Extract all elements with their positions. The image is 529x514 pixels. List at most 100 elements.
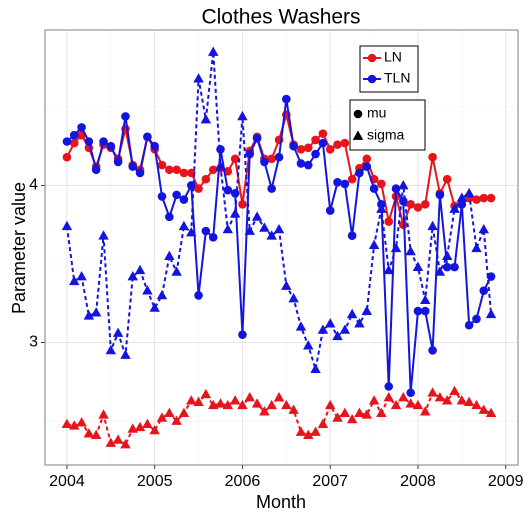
mu-point bbox=[179, 195, 189, 204]
sigma-point bbox=[164, 407, 175, 418]
sigma-point bbox=[200, 388, 212, 399]
sigma-point bbox=[186, 227, 197, 237]
sigma-point bbox=[222, 223, 234, 234]
mu-point bbox=[135, 168, 145, 178]
sigma-point bbox=[310, 426, 321, 436]
y-tick-label: 4 bbox=[29, 177, 38, 194]
mu-point bbox=[384, 217, 394, 226]
mu-point bbox=[384, 382, 394, 391]
mu-point bbox=[413, 203, 423, 212]
sigma-point bbox=[324, 399, 336, 410]
chart-title: Clothes Washers bbox=[201, 6, 360, 29]
mu-point bbox=[245, 149, 255, 159]
sigma-point bbox=[186, 395, 197, 405]
sigma-point bbox=[361, 305, 373, 315]
x-axis-title: Month bbox=[256, 492, 306, 512]
sigma-point bbox=[229, 395, 241, 405]
sigma-point bbox=[215, 161, 226, 171]
mu-point bbox=[238, 330, 247, 339]
sigma-point bbox=[310, 363, 321, 374]
mu-point bbox=[194, 291, 203, 300]
plot-background bbox=[45, 30, 518, 465]
x-tick-label: 2009 bbox=[488, 473, 524, 490]
mu-point bbox=[340, 138, 350, 148]
legend-marker bbox=[367, 74, 377, 84]
sigma-point bbox=[142, 418, 153, 429]
sigma-point bbox=[441, 250, 453, 260]
sigma-point bbox=[281, 399, 292, 410]
mu-point bbox=[99, 137, 108, 146]
sigma-point bbox=[156, 289, 168, 300]
mu-point bbox=[91, 165, 101, 175]
mu-point bbox=[274, 152, 284, 162]
mu-point bbox=[377, 179, 386, 189]
mu-point bbox=[325, 206, 335, 215]
mu-point bbox=[442, 174, 452, 184]
mu-point bbox=[311, 135, 320, 145]
sigma-point bbox=[68, 420, 80, 430]
sigma-point bbox=[200, 114, 212, 124]
sigma-point bbox=[120, 349, 131, 359]
sigma-point bbox=[178, 407, 190, 418]
legend-label: mu bbox=[367, 105, 386, 121]
sigma-point bbox=[83, 428, 95, 438]
sigma-point bbox=[478, 223, 490, 234]
sigma-point bbox=[273, 223, 285, 234]
mu-point bbox=[428, 152, 437, 162]
mu-point bbox=[369, 184, 379, 193]
mu-point bbox=[333, 178, 342, 187]
sigma-point bbox=[295, 321, 307, 331]
sigma-point bbox=[244, 225, 255, 235]
sigma-point bbox=[471, 399, 482, 410]
sigma-point bbox=[456, 192, 468, 202]
mu-point bbox=[413, 306, 423, 316]
mu-point bbox=[289, 141, 298, 151]
mu-point bbox=[62, 137, 72, 146]
sigma-point bbox=[346, 413, 358, 424]
sigma-point bbox=[390, 399, 402, 410]
mu-point bbox=[84, 137, 94, 146]
sigma-point bbox=[463, 187, 475, 198]
sigma-point bbox=[398, 179, 409, 190]
sigma-point bbox=[68, 275, 80, 286]
mu-point bbox=[362, 154, 372, 164]
mu-point bbox=[303, 160, 313, 170]
mu-point bbox=[464, 320, 474, 330]
sigma-point bbox=[112, 327, 124, 337]
mu-point bbox=[282, 94, 291, 104]
sigma-point bbox=[98, 409, 109, 419]
sigma-point bbox=[251, 211, 263, 221]
mu-point bbox=[194, 184, 203, 193]
sigma-point bbox=[354, 318, 365, 328]
mu-point bbox=[62, 152, 72, 162]
sigma-point bbox=[376, 407, 387, 418]
sigma-point bbox=[156, 412, 168, 422]
mu-point bbox=[428, 346, 437, 355]
legend-marker bbox=[353, 109, 363, 119]
mu-point bbox=[157, 160, 167, 170]
mu-point bbox=[179, 168, 189, 178]
sigma-point bbox=[171, 266, 182, 276]
mu-point bbox=[223, 185, 233, 195]
sigma-point bbox=[244, 391, 255, 402]
mu-point bbox=[165, 212, 174, 222]
mu-point bbox=[296, 145, 306, 154]
mu-point bbox=[121, 112, 130, 121]
sigma-point bbox=[456, 395, 468, 405]
mu-point bbox=[420, 200, 430, 209]
sigma-point bbox=[485, 308, 497, 319]
mu-point bbox=[69, 130, 79, 140]
x-tick-label: 2007 bbox=[312, 473, 348, 490]
mu-point bbox=[69, 138, 79, 148]
sigma-point bbox=[434, 266, 446, 276]
mu-point bbox=[201, 226, 211, 236]
sigma-point bbox=[208, 46, 219, 56]
sigma-point bbox=[317, 418, 329, 429]
sigma-point bbox=[171, 415, 182, 425]
sigma-point bbox=[427, 220, 438, 231]
plot-border bbox=[44, 29, 519, 466]
sigma-point bbox=[266, 230, 277, 240]
sigma-point bbox=[127, 271, 138, 281]
sigma-point bbox=[273, 391, 285, 402]
